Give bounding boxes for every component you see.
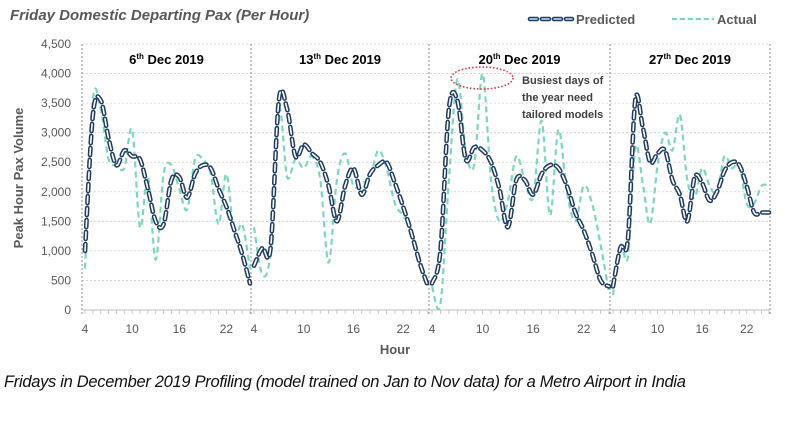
y-tick-label: 2,500 [41, 155, 71, 169]
series-actual-line [83, 87, 252, 269]
y-tick-label: 4,500 [41, 37, 71, 51]
annotation-ellipse [450, 66, 514, 90]
x-tick-label: 22 [220, 322, 234, 336]
series-predicted-line-core [431, 91, 610, 288]
legend: Predicted Actual [527, 12, 757, 27]
y-tick-label: 0 [64, 303, 71, 317]
series-actual-line [611, 113, 770, 296]
x-tick-label: 16 [695, 322, 709, 336]
legend-predicted-label: Predicted [576, 12, 635, 27]
x-tick-label: 4 [82, 322, 89, 336]
x-tick-label: 4 [251, 322, 258, 336]
x-tick-label: 4 [610, 322, 617, 336]
panel-label: 20th Dec 2019 [478, 52, 560, 67]
panel-label: 13th Dec 2019 [299, 52, 381, 67]
y-axis: 0 500 1,000 1,500 2,000 2,500 3,000 3,500 4,000 4… [41, 37, 71, 317]
panel-labels: 6th Dec 2019 13th Dec 2019 20th Dec 2019 27… [129, 52, 731, 67]
line-chart: 0 500 1,000 1,500 2,000 2,500 3,000 3,500 4,000 4… [11, 12, 772, 357]
legend-actual-label: Actual [717, 12, 757, 27]
panel-dividers [81, 44, 771, 314]
y-tick-label: 500 [51, 273, 71, 287]
series-predicted-line [82, 94, 253, 286]
x-tick-label: 16 [347, 322, 361, 336]
series-predicted-line [610, 92, 772, 289]
x-tick-label: 10 [297, 322, 311, 336]
y-tick-label: 3,000 [41, 126, 71, 140]
figure-caption: Fridays in December 2019 Profiling (mode… [4, 373, 686, 391]
x-tick-label: 10 [651, 322, 665, 336]
annotation-text: tailored models [522, 109, 603, 121]
x-tick-label: 22 [577, 322, 591, 336]
annotation-text: Busiest days of [522, 75, 604, 87]
panel-label: 6th Dec 2019 [129, 52, 204, 67]
x-axis-title: Hour [380, 342, 410, 357]
chart-title: Friday Domestic Departing Pax (Per Hour) [10, 7, 310, 24]
x-axis: 4 10 16 22 4 10 16 22 4 10 16 22 4 10 16 22 [82, 309, 770, 336]
panel-label: 27th Dec 2019 [649, 52, 731, 67]
x-tick-label: 10 [125, 322, 139, 336]
annotation-text: the year need [522, 92, 593, 104]
series-actual-line [430, 72, 611, 311]
series-predicted-line [251, 88, 431, 289]
x-tick-label: 10 [476, 322, 490, 336]
annotation: Busiest days of the year need tailored mod… [450, 66, 604, 121]
series-layer [82, 72, 772, 311]
y-tick-label: 4,000 [41, 67, 71, 81]
y-tick-label: 3,500 [41, 96, 71, 110]
x-tick-label: 16 [173, 322, 187, 336]
x-tick-label: 16 [526, 322, 540, 336]
series-predicted-line-core [84, 95, 251, 285]
x-tick-label: 22 [740, 322, 754, 336]
series-predicted-line-core [612, 93, 770, 288]
y-tick-label: 1,000 [41, 244, 71, 258]
x-tick-label: 22 [396, 322, 410, 336]
y-tick-label: 1,500 [41, 214, 71, 228]
x-tick-label: 4 [429, 322, 436, 336]
y-tick-label: 2,000 [41, 185, 71, 199]
series-predicted-line-core [253, 89, 429, 288]
y-axis-title: Peak Hour Pax Volume [11, 108, 26, 249]
